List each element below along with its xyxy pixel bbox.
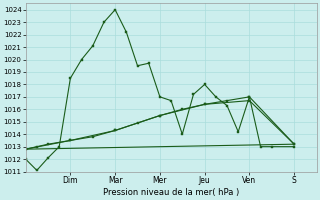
- X-axis label: Pression niveau de la mer( hPa ): Pression niveau de la mer( hPa ): [103, 188, 239, 197]
